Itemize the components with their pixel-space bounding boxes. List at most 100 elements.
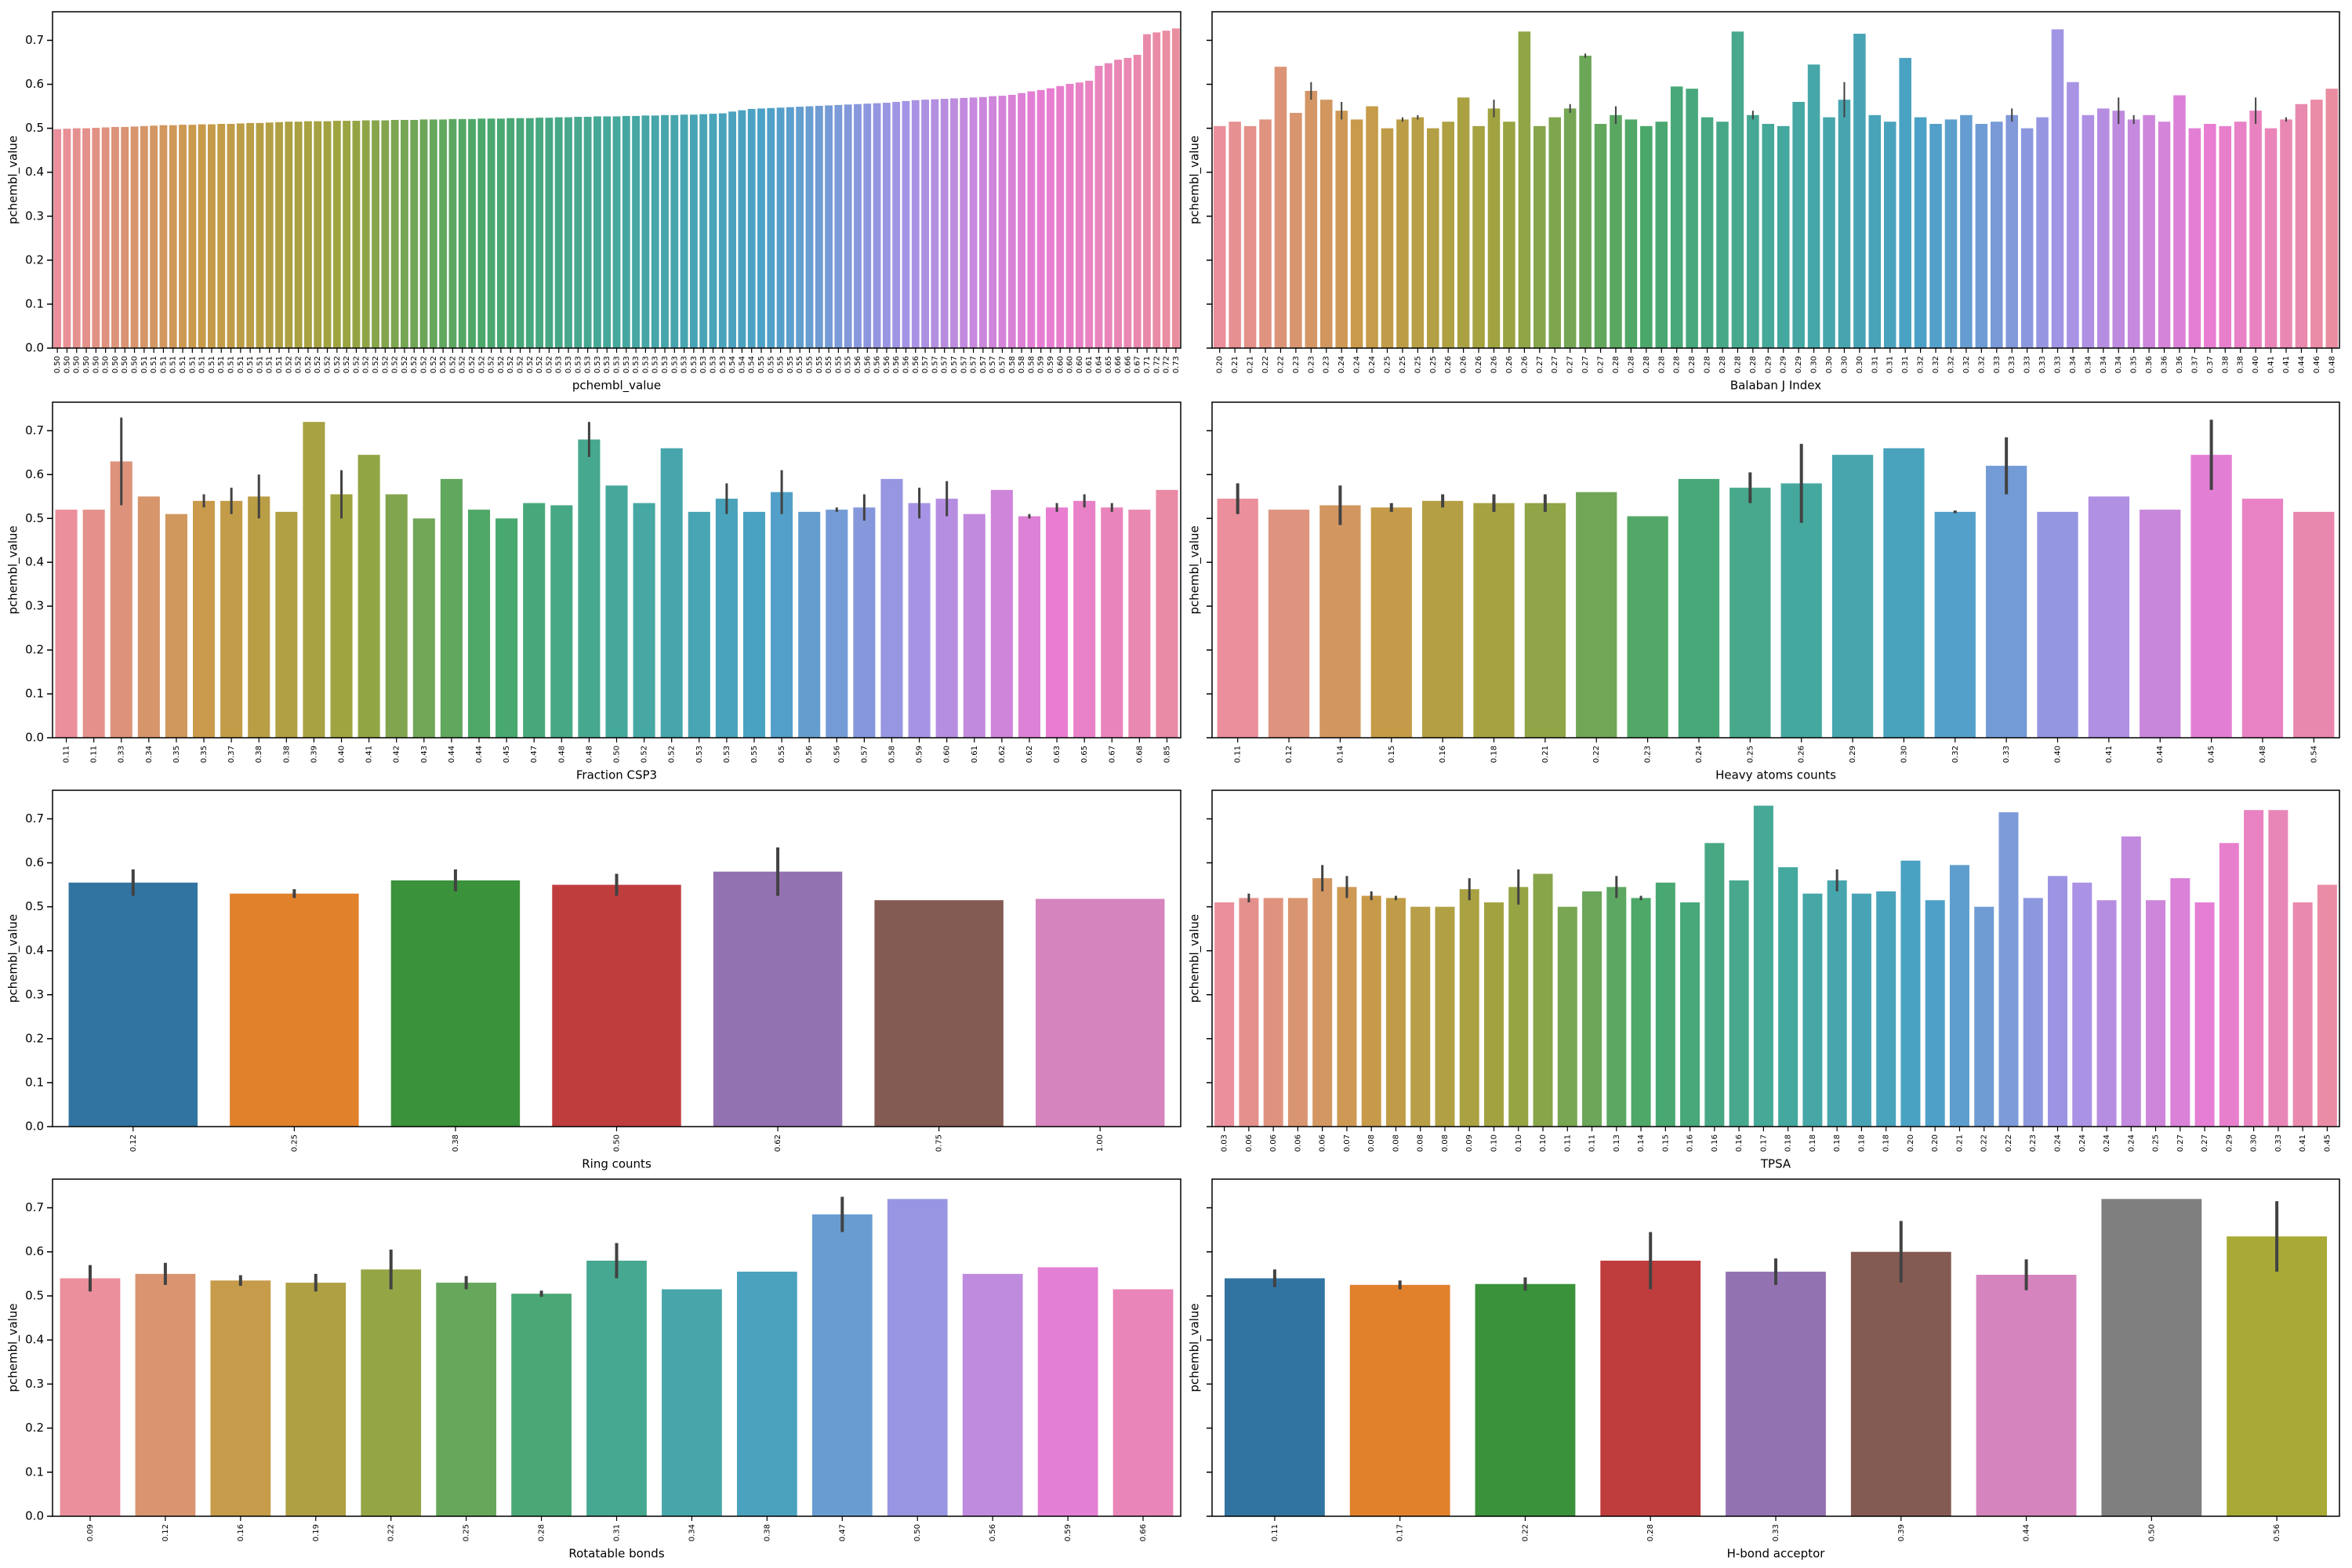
x-tick-label: 0.53 <box>584 356 593 373</box>
x-tick-label: 0.59 <box>1037 356 1046 373</box>
bar <box>2140 510 2181 738</box>
bar <box>715 499 738 738</box>
bar <box>2097 108 2110 348</box>
bar <box>1239 898 1259 1127</box>
bar <box>137 496 160 738</box>
bar <box>2101 1199 2202 1516</box>
x-tick-label: 0.16 <box>1711 1134 1719 1152</box>
x-tick-label: 0.55 <box>786 356 795 373</box>
x-tick-label: 0.39 <box>1897 1524 1906 1541</box>
x-tick-label: 0.27 <box>1597 356 1606 373</box>
bar <box>2194 902 2215 1127</box>
y-tick-label: 0.1 <box>25 1075 44 1089</box>
y-tick-label: 0.1 <box>25 296 44 310</box>
x-tick-label: 0.51 <box>227 356 236 373</box>
x-tick-label: 0.38 <box>452 1134 460 1152</box>
bar <box>150 125 158 348</box>
bar <box>2127 119 2140 348</box>
x-tick-label: 0.17 <box>1759 1134 1768 1152</box>
y-axis-label: pchembl_value <box>1188 1303 1203 1392</box>
x-tick-label: 0.52 <box>324 356 332 373</box>
bar <box>1853 34 1866 348</box>
bar <box>2158 122 2171 348</box>
x-tick-label: 0.50 <box>63 356 71 373</box>
x-tick-label: 0.39 <box>310 746 318 763</box>
subplot: 0.09 0.12 0.16 0.19 0.22 0.25 0.28 0.31 0.34 0.38… <box>6 1178 1181 1561</box>
x-tick-label: 0.52 <box>468 356 477 373</box>
bar <box>159 125 168 348</box>
bar <box>323 121 332 348</box>
bar <box>210 1280 271 1516</box>
x-tick-label: 0.59 <box>916 746 924 763</box>
bar <box>495 518 518 738</box>
bar <box>535 118 544 348</box>
bar <box>121 126 129 349</box>
bar <box>2096 900 2117 1127</box>
x-tick-label: 0.22 <box>1521 1524 1530 1541</box>
bar <box>805 106 814 348</box>
x-tick-label: 0.06 <box>1269 1134 1278 1152</box>
axes-frame <box>1211 1178 2340 1517</box>
bar <box>1243 125 1257 348</box>
bar <box>1349 1284 1450 1516</box>
x-tick-label: 0.50 <box>92 356 100 373</box>
x-tick-label: 0.29 <box>2225 1134 2234 1152</box>
x-tick-label: 0.41 <box>365 746 374 763</box>
bar <box>1268 510 1310 738</box>
bar <box>713 871 843 1127</box>
x-tick-label: 0.26 <box>1475 356 1483 373</box>
bar <box>1381 128 1394 348</box>
x-tick-label: 0.28 <box>1646 1524 1655 1541</box>
bar <box>709 114 717 348</box>
x-tick-label: 0.57 <box>989 356 997 373</box>
bar <box>511 1294 572 1516</box>
bar <box>1319 505 1361 738</box>
x-tick-label: 0.09 <box>1465 1134 1474 1152</box>
bar <box>1287 898 1308 1127</box>
bar <box>1610 114 1622 349</box>
bar <box>1312 878 1333 1127</box>
bar <box>1472 125 1485 348</box>
bar <box>285 122 293 348</box>
x-tick-label: 0.66 <box>1139 1524 1148 1541</box>
x-tick-label: 0.21 <box>1231 356 1240 373</box>
bar <box>1960 114 1973 349</box>
x-tick-label: 0.56 <box>805 746 814 763</box>
x-tick-label: 0.11 <box>1271 1524 1279 1541</box>
bar <box>1263 898 1283 1127</box>
x-tick-label: 0.11 <box>1234 746 1243 763</box>
y-tick-label: 0.6 <box>25 855 44 869</box>
bar <box>2310 100 2323 348</box>
bar <box>586 1260 647 1516</box>
y-tick-label: 0.3 <box>25 987 44 1001</box>
bar <box>1259 119 1272 348</box>
bar <box>429 119 437 348</box>
x-tick-label: 0.55 <box>834 356 843 373</box>
x-tick-label: 0.53 <box>622 356 631 373</box>
y-axis-label: pchembl_value <box>6 1303 21 1392</box>
x-axis-label: TPSA <box>1760 1157 1791 1171</box>
bar <box>2280 119 2292 348</box>
x-tick-label: 0.28 <box>1688 356 1697 373</box>
x-tick-label: 0.50 <box>102 356 111 373</box>
bar <box>1802 893 1823 1127</box>
bar <box>1487 108 1501 348</box>
x-tick-label: 0.08 <box>1392 1134 1400 1152</box>
bar <box>545 118 554 348</box>
x-tick-label: 0.50 <box>53 356 62 373</box>
bar <box>1868 114 1882 349</box>
x-tick-label: 0.64 <box>1094 356 1103 373</box>
x-tick-label: 0.07 <box>1343 1134 1352 1152</box>
bar <box>1974 906 1994 1127</box>
x-tick-label: 0.67 <box>1108 746 1116 763</box>
bar <box>1035 898 1165 1127</box>
x-tick-label: 0.48 <box>585 746 593 763</box>
bar <box>2088 496 2130 738</box>
bar <box>275 122 283 348</box>
bar <box>1831 455 1874 738</box>
x-tick-label: 0.41 <box>2299 1134 2307 1152</box>
x-tick-label: 0.24 <box>1338 356 1346 373</box>
x-axis-label: pchembl_value <box>572 379 661 394</box>
x-tick-label: 0.44 <box>448 746 456 763</box>
x-tick-label: 0.31 <box>613 1524 622 1541</box>
